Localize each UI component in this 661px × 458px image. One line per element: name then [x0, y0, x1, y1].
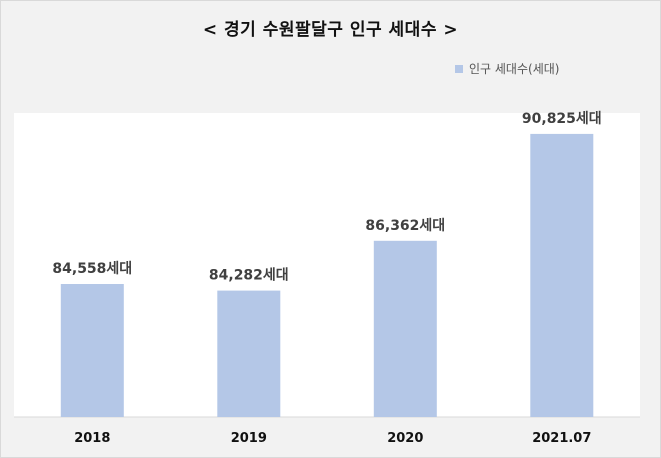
legend-label: 인구 세대수(세대): [469, 62, 560, 76]
bar-2018: [60, 284, 124, 417]
data-label-2018: 84,558세대: [52, 261, 132, 277]
x-tick-label-2020: 2020: [387, 431, 423, 446]
data-label-2020: 86,362세대: [365, 218, 445, 234]
x-tick-label-2021.07: 2021.07: [532, 431, 591, 446]
x-tick-label-2019: 2019: [231, 431, 267, 446]
chart-title: < 경기 수원팔달구 인구 세대수 >: [202, 20, 459, 40]
data-label-2021.07: 90,825세대: [522, 111, 602, 127]
x-tick-label-2018: 2018: [74, 431, 110, 446]
bar-2021.07: [530, 133, 594, 417]
chart-legend: 인구 세대수(세대): [455, 60, 559, 77]
bar-2020: [373, 240, 437, 417]
bar-2019: [217, 290, 281, 417]
data-label-2019: 84,282세대: [209, 268, 289, 284]
legend-swatch: [455, 64, 463, 73]
